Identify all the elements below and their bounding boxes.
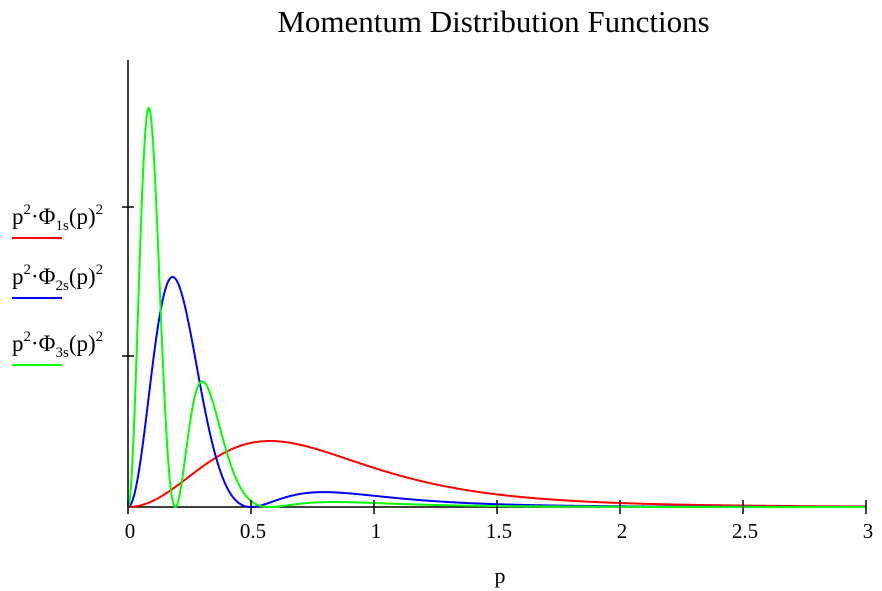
x-tick-label: 3 bbox=[863, 519, 874, 543]
x-tick-label: 1.5 bbox=[486, 519, 512, 543]
x-tick-label: 0 bbox=[125, 519, 136, 543]
x-ticks: 0 0.5 1 1.5 2 2.5 3 bbox=[125, 500, 874, 543]
curves bbox=[127, 106, 867, 509]
x-tick-label: 1 bbox=[371, 519, 382, 543]
series-line-1 bbox=[128, 440, 867, 508]
legend-label-1: p2·Φ1s(p)2 bbox=[12, 202, 103, 234]
legend-label-3: p2·Φ3s(p)2 bbox=[12, 329, 103, 361]
chart-title: Momentum Distribution Functions bbox=[277, 4, 710, 39]
legend: p2·Φ1s(p)2 p2·Φ2s(p)2 p2·Φ3s(p)2 bbox=[12, 202, 103, 366]
axes bbox=[122, 60, 866, 508]
legend-label-2: p2·Φ2s(p)2 bbox=[12, 262, 103, 294]
x-tick-label: 2.5 bbox=[732, 519, 758, 543]
x-axis-label: p bbox=[495, 563, 506, 588]
series-line-2 bbox=[127, 276, 866, 508]
x-tick-label: 2 bbox=[617, 519, 628, 543]
x-tick-label: 0.5 bbox=[240, 519, 266, 543]
